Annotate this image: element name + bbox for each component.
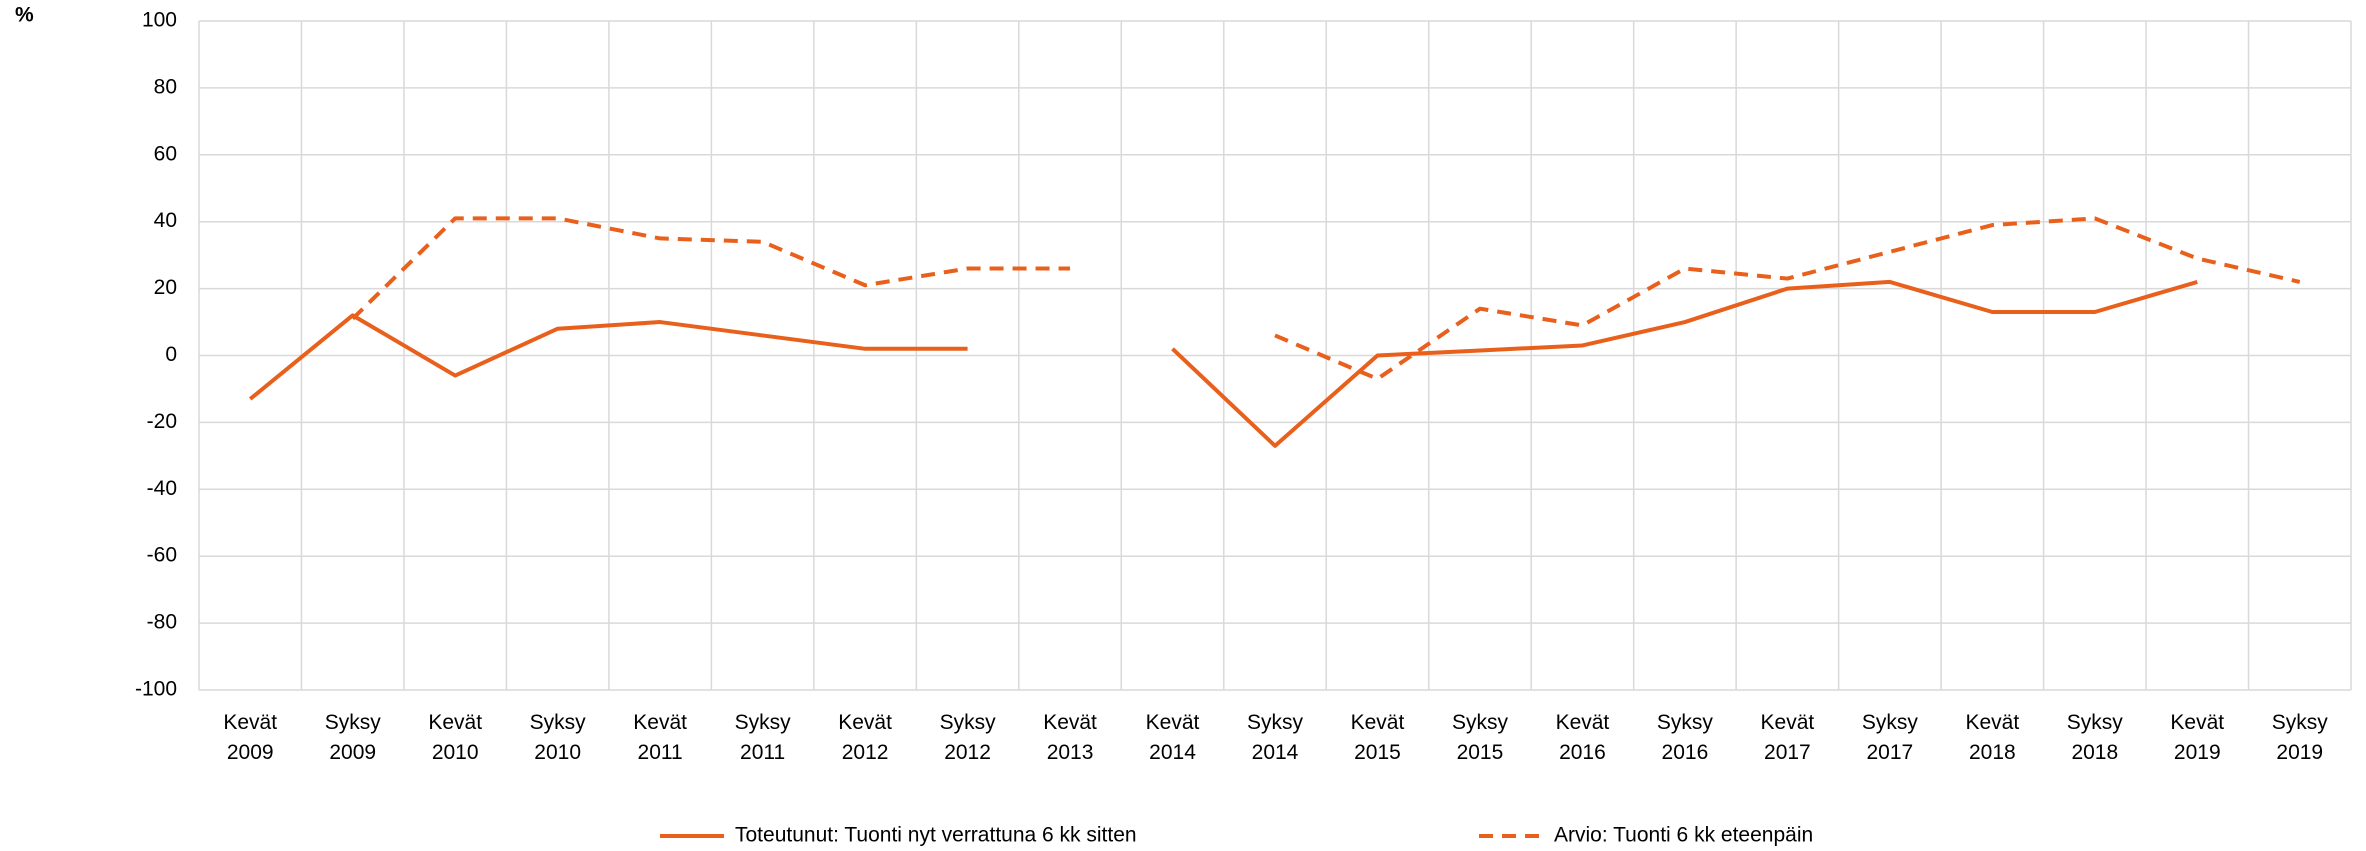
x-tick-label: Syksy 2009 xyxy=(325,711,382,764)
y-tick-label: -60 xyxy=(147,544,177,567)
x-tick-label: Kevät 2011 xyxy=(633,711,687,764)
y-tick-label: -100 xyxy=(135,678,177,701)
legend-label: Toteutunut: Tuonti nyt verrattuna 6 kk s… xyxy=(735,824,1137,847)
x-tick-label: Kevät 2014 xyxy=(1146,711,1200,764)
y-tick-label: -20 xyxy=(147,410,177,433)
x-tick-label: Kevät 2017 xyxy=(1761,711,1815,764)
x-tick-label: Kevät 2019 xyxy=(2170,711,2224,764)
x-tick-label: Syksy 2017 xyxy=(1862,711,1919,764)
x-tick-label: Kevät 2016 xyxy=(1556,711,1610,764)
x-tick-label: Kevät 2010 xyxy=(428,711,482,764)
y-tick-label: 100 xyxy=(142,9,177,32)
y-tick-label: 60 xyxy=(154,142,177,165)
x-tick-label: Kevät 2009 xyxy=(223,711,277,764)
x-tick-label: Syksy 2018 xyxy=(2067,711,2124,764)
x-tick-label: Syksy 2011 xyxy=(735,711,792,764)
x-tick-label: Kevät 2018 xyxy=(1965,711,2019,764)
series-line xyxy=(351,216,2301,381)
y-tick-label: -40 xyxy=(147,477,177,500)
y-tick-label: 20 xyxy=(154,276,177,299)
legend-label: Arvio: Tuonti 6 kk eteenpäin xyxy=(1554,824,1813,847)
x-tick-label: Syksy 2010 xyxy=(530,711,587,764)
x-tick-label: Syksy 2019 xyxy=(2272,711,2329,764)
y-tick-label: 0 xyxy=(165,343,177,366)
x-tick-label: Kevät 2012 xyxy=(838,711,892,764)
x-tick-label: Syksy 2015 xyxy=(1452,711,1509,764)
x-tick-label: Syksy 2016 xyxy=(1657,711,1714,764)
y-axis-label: % xyxy=(15,4,34,27)
x-tick-label: Kevät 2013 xyxy=(1043,711,1097,764)
y-tick-label: 80 xyxy=(154,75,177,98)
x-tick-label: Syksy 2014 xyxy=(1247,711,1304,764)
x-tick-label: Syksy 2012 xyxy=(940,711,997,764)
y-tick-label: 40 xyxy=(154,209,177,232)
y-tick-label: -80 xyxy=(147,611,177,634)
series-line xyxy=(248,279,2198,448)
x-tick-label: Kevät 2015 xyxy=(1351,711,1405,764)
